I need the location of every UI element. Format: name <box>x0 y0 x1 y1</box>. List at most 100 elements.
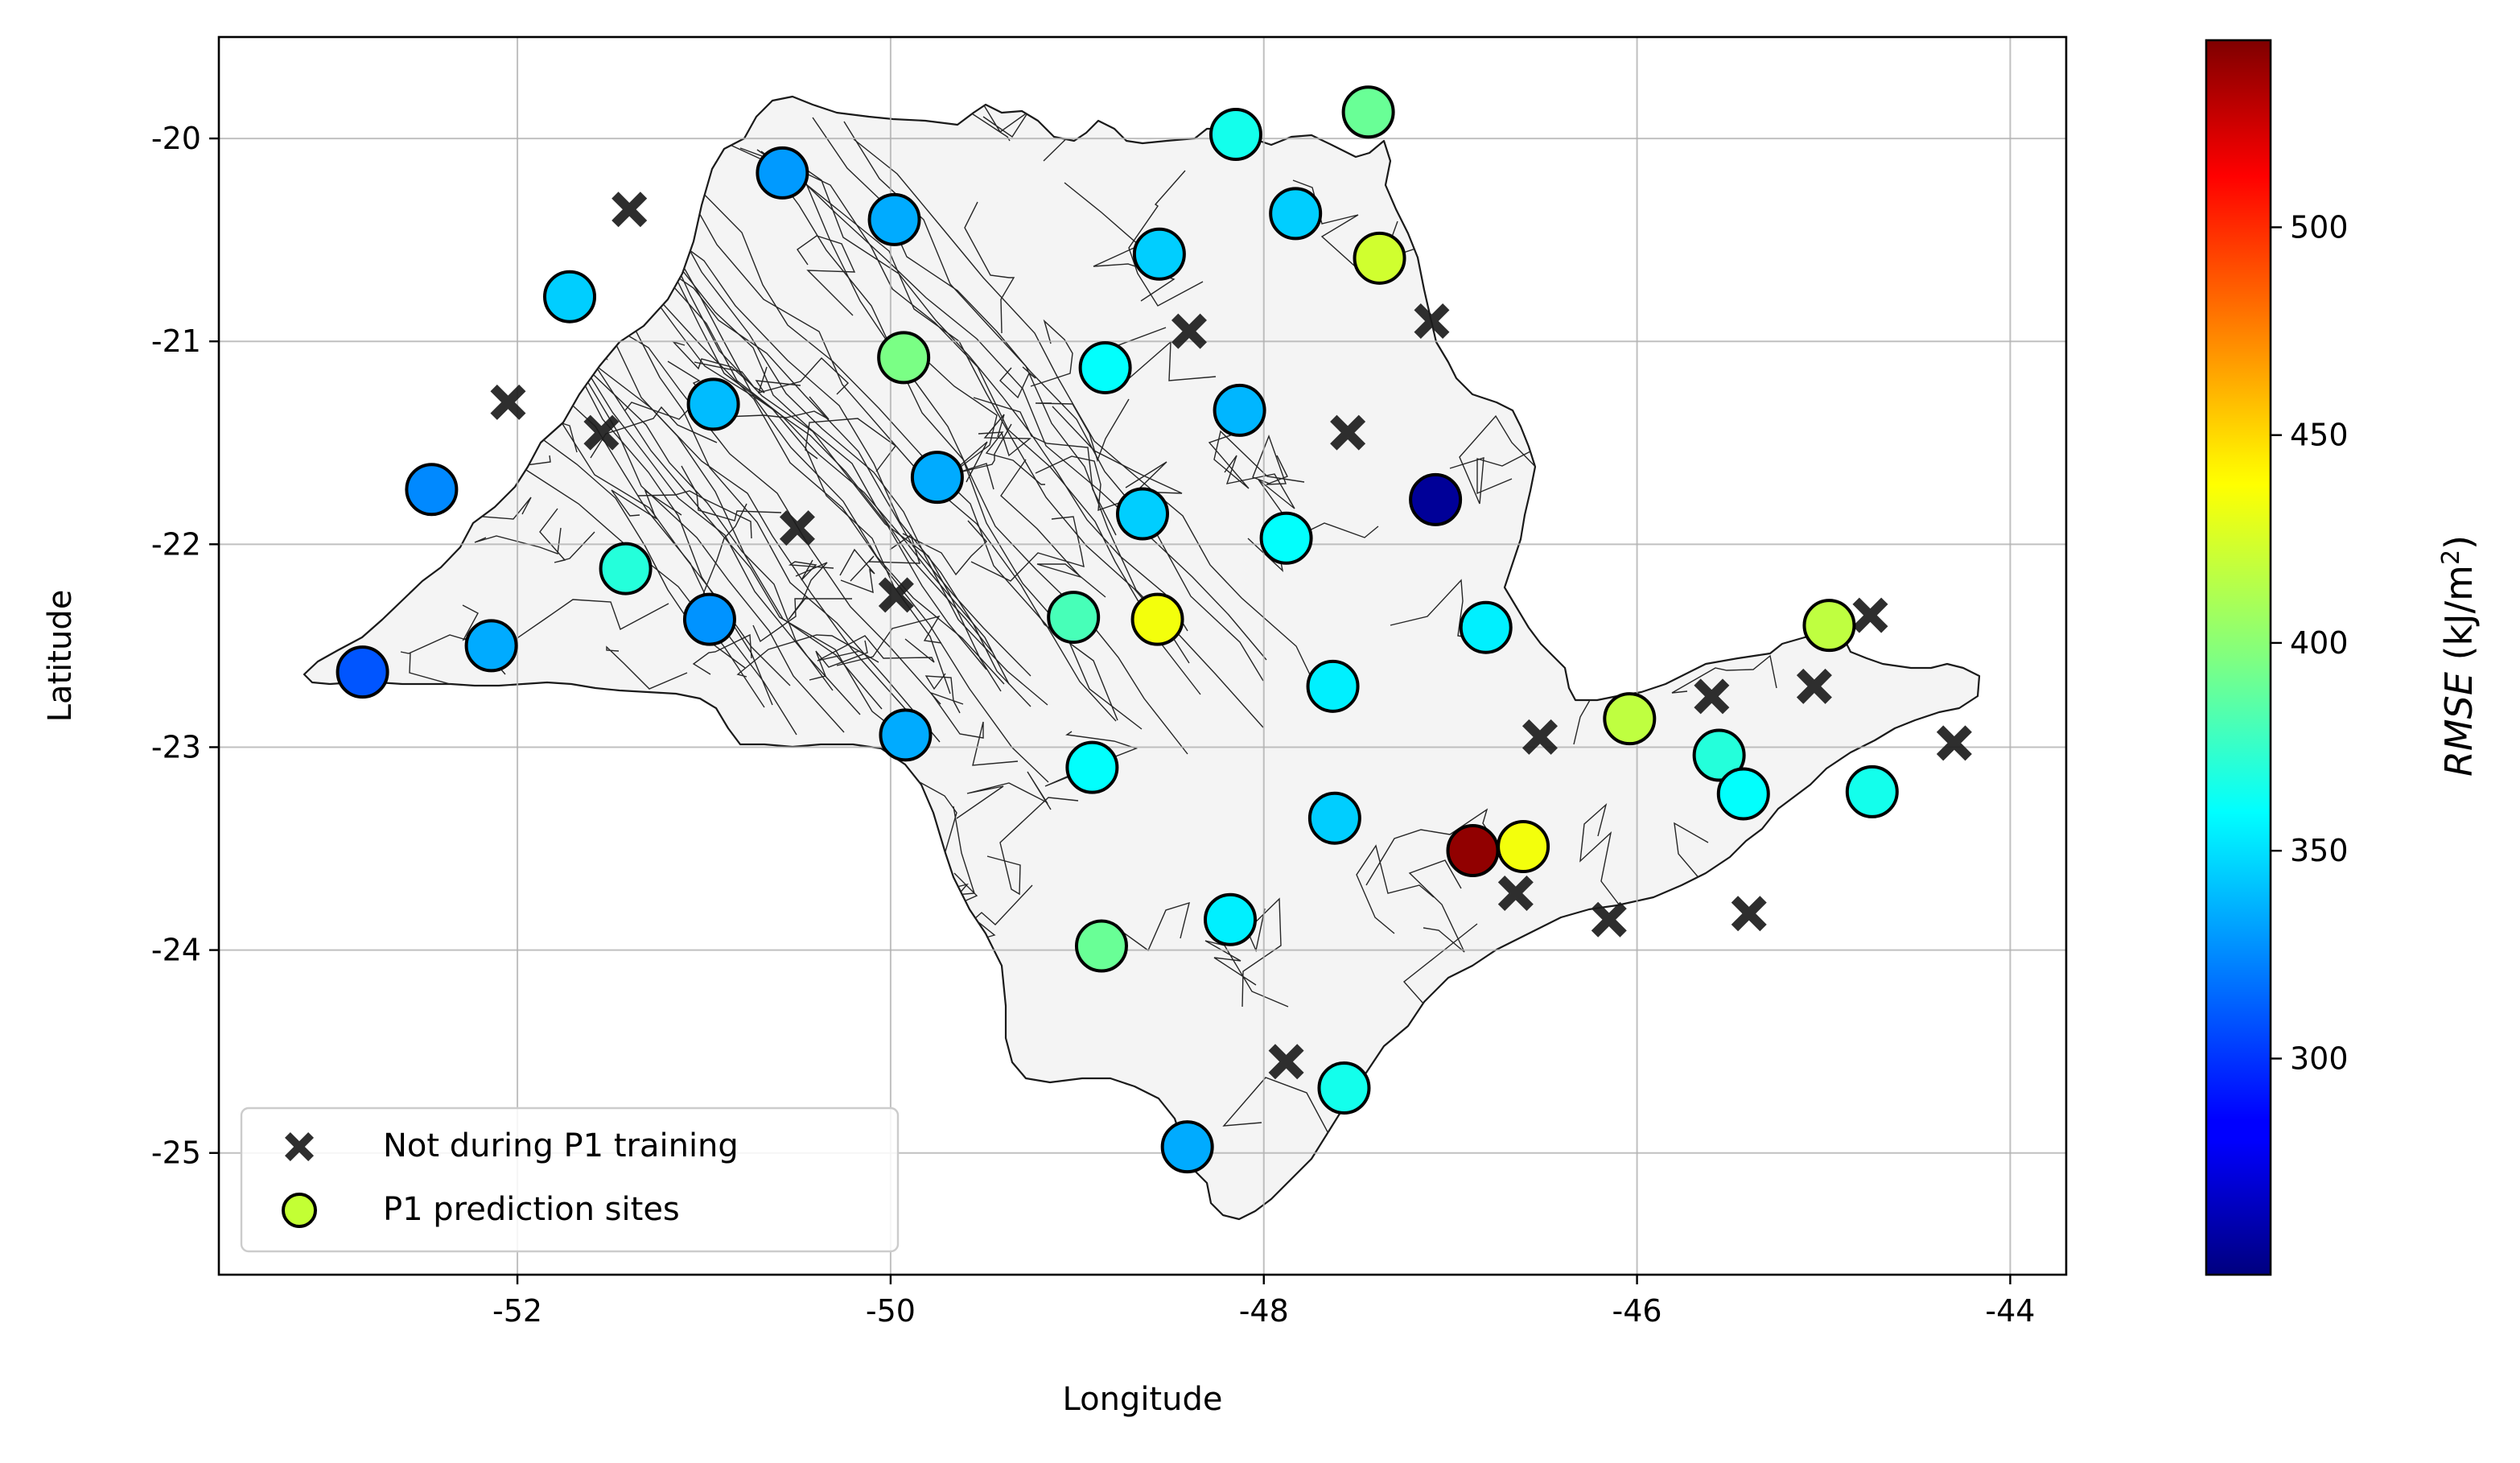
excluded-site-marker <box>583 414 620 451</box>
municipality-line <box>697 503 747 609</box>
municipality-line <box>1128 170 1204 307</box>
municipality-line <box>788 559 834 581</box>
municipality-line <box>929 691 1019 766</box>
prediction-site-marker <box>1269 187 1323 241</box>
legend-x-icon <box>285 1132 314 1161</box>
prediction-site-marker <box>1078 340 1132 394</box>
prediction-site-marker <box>1716 767 1770 821</box>
x-axis-title: Longitude <box>1063 1381 1223 1418</box>
prediction-site-marker <box>1259 511 1313 565</box>
colorbar-tick-label: 450 <box>2290 418 2349 453</box>
prediction-site-marker <box>1446 824 1500 878</box>
colorbar-tick-label: 350 <box>2290 833 2349 868</box>
excluded-site-marker <box>1591 901 1627 938</box>
municipality-line <box>805 418 896 472</box>
y-axis-title: Latitude <box>42 590 79 723</box>
prediction-site-marker <box>1603 692 1657 746</box>
municipality-line <box>1252 435 1288 485</box>
prediction-site-marker <box>1497 820 1550 874</box>
municipality-line <box>1000 459 1106 598</box>
municipality-line <box>809 640 868 681</box>
prediction-site-marker <box>1307 791 1361 845</box>
excluded-site-marker <box>1936 725 1972 761</box>
municipality-line <box>999 366 1036 399</box>
municipality-line <box>667 157 1117 722</box>
municipality-line <box>1390 579 1496 643</box>
excluded-site-marker <box>1268 1044 1304 1080</box>
prediction-site-marker <box>543 270 597 324</box>
prediction-site-marker <box>1353 231 1406 285</box>
x-axis: -52 -50 -48 -46 -44 <box>492 1275 2035 1329</box>
excluded-site-marker <box>1414 303 1450 339</box>
gridlines <box>219 37 2066 1275</box>
plot-frame <box>217 35 2068 1276</box>
municipality-line <box>850 534 920 582</box>
municipality-line <box>692 633 752 675</box>
municipality-line <box>902 520 987 576</box>
municipality-line <box>836 615 942 666</box>
municipality-line <box>895 97 1011 142</box>
prediction-site-marker <box>1341 85 1395 139</box>
municipality-line <box>736 634 879 678</box>
municipality-line <box>752 598 852 643</box>
municipality-line <box>920 354 998 483</box>
municipality-line <box>629 148 1118 721</box>
y-tick-label: -23 <box>151 729 201 764</box>
colorbar-tick-label: 300 <box>2290 1041 2349 1076</box>
prediction-site-marker <box>686 377 740 431</box>
x-tick-label: -52 <box>492 1293 542 1329</box>
municipality-line <box>978 431 1045 485</box>
municipality-line <box>1356 844 1435 934</box>
prediction-site-marker <box>1409 472 1463 526</box>
municipality-line <box>606 645 688 690</box>
legend: Not during P1 training P1 prediction sit… <box>240 1107 900 1253</box>
legend-label-prediction: P1 prediction sites <box>383 1191 680 1228</box>
excluded-sites-layer <box>490 192 1972 1080</box>
municipality-line <box>955 423 1012 490</box>
municipality-line <box>1064 182 1176 302</box>
municipality-line <box>1204 940 1289 1008</box>
y-tick-label: -24 <box>151 933 201 968</box>
prediction-site-marker <box>1130 592 1184 646</box>
prediction-sites-layer <box>336 85 1899 1174</box>
prediction-site-marker <box>1074 919 1128 973</box>
excluded-site-marker <box>1521 719 1558 755</box>
municipality-line <box>756 149 1188 755</box>
prediction-site-marker <box>599 542 653 596</box>
colorbar-title-var: RMSE <box>2437 672 2481 777</box>
municipality-line <box>1044 731 1139 787</box>
excluded-site-marker <box>1497 875 1534 911</box>
prediction-site-marker <box>867 192 921 246</box>
prediction-site-marker <box>879 708 933 762</box>
municipality-line <box>983 414 1031 457</box>
municipality-line <box>739 147 1267 661</box>
colorbar-title-close: ) <box>2437 535 2481 550</box>
municipality-line <box>1365 808 1510 886</box>
excluded-site-marker <box>1694 678 1730 715</box>
prediction-site-marker <box>682 592 736 646</box>
y-tick-label: -22 <box>151 526 201 562</box>
x-tick-label: -46 <box>1612 1293 1662 1329</box>
municipality-line <box>723 396 830 420</box>
municipality-line <box>1671 654 1777 694</box>
municipality-line <box>1224 455 1295 525</box>
prediction-site-marker <box>1459 600 1513 654</box>
municipality-line <box>1449 414 1546 505</box>
municipality-line <box>1035 398 1130 463</box>
prediction-site-marker <box>1132 227 1186 281</box>
municipality-line <box>964 201 1015 334</box>
legend-label-excluded: Not during P1 training <box>383 1127 739 1164</box>
excluded-site-marker <box>1731 896 1767 932</box>
colorbar: 300 350 400 450 500 RMSE (kJ/m2) <box>2205 39 2481 1276</box>
prediction-site-marker <box>1213 383 1266 437</box>
colorbar-title-sup: 2 <box>2437 550 2465 565</box>
excluded-site-marker <box>1330 414 1366 451</box>
municipality-line <box>776 148 1188 632</box>
prediction-site-marker <box>1116 487 1169 541</box>
municipality-line <box>757 356 850 395</box>
legend-box <box>240 1107 900 1253</box>
municipality-line <box>986 797 1079 896</box>
prediction-site-marker <box>1306 659 1360 713</box>
prediction-site-marker <box>910 451 964 505</box>
